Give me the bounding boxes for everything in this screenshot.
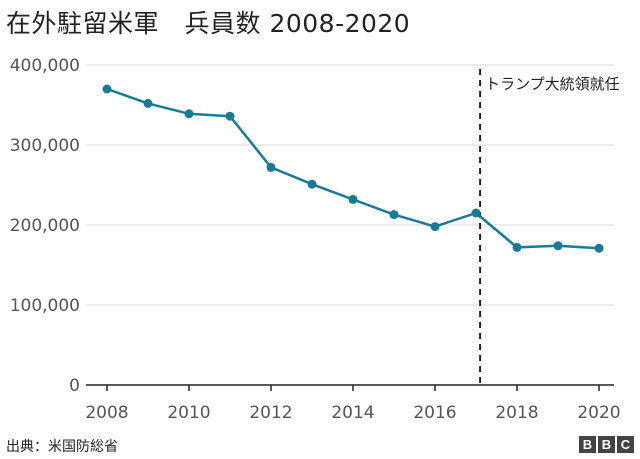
data-point — [102, 84, 112, 94]
logo-letter-c: C — [617, 436, 634, 453]
series-line — [106, 87, 600, 250]
data-point — [266, 162, 276, 172]
data-point — [389, 210, 399, 220]
data-point — [184, 109, 194, 119]
bbc-logo: B B C — [579, 436, 634, 453]
logo-letter-b1: B — [579, 436, 596, 453]
data-point — [471, 208, 481, 218]
x-tick-label: 2016 — [413, 403, 456, 423]
x-tick-label: 2012 — [249, 403, 292, 423]
x-tick-label: 2014 — [331, 403, 374, 423]
y-tick-label: 0 — [69, 376, 80, 396]
annotations: トランプ大統領就任 — [479, 69, 620, 385]
data-point — [594, 243, 604, 253]
logo-letter-b2: B — [598, 436, 615, 453]
y-tick-label: 200,000 — [10, 216, 80, 236]
x-tick-label: 2020 — [577, 403, 620, 423]
data-point — [143, 98, 153, 108]
x-axis-ticks: 2008 2010 2012 2014 2016 2018 2020 — [85, 384, 621, 423]
data-point — [512, 242, 522, 252]
y-tick-label: 300,000 — [10, 136, 80, 156]
data-point — [307, 179, 317, 189]
x-tick-label: 2018 — [495, 403, 538, 423]
annotation-label: トランプ大統領就任 — [485, 75, 620, 93]
y-tick-label: 400,000 — [10, 56, 80, 76]
data-point — [225, 111, 235, 121]
data-point — [553, 241, 563, 251]
grid-lines — [86, 64, 614, 306]
source-note: 出典：米国防総省 — [6, 439, 118, 455]
series-layer — [102, 84, 604, 253]
data-point — [430, 222, 440, 232]
data-point — [348, 194, 358, 204]
x-tick-label: 2010 — [167, 403, 210, 423]
x-tick-label: 2008 — [85, 403, 128, 423]
y-tick-label: 100,000 — [10, 296, 80, 316]
chart-title: 在外駐留米軍 兵員数 2008-2020 — [6, 9, 411, 38]
y-axis-ticks: 0 100,000 200,000 300,000 400,000 — [10, 56, 80, 396]
